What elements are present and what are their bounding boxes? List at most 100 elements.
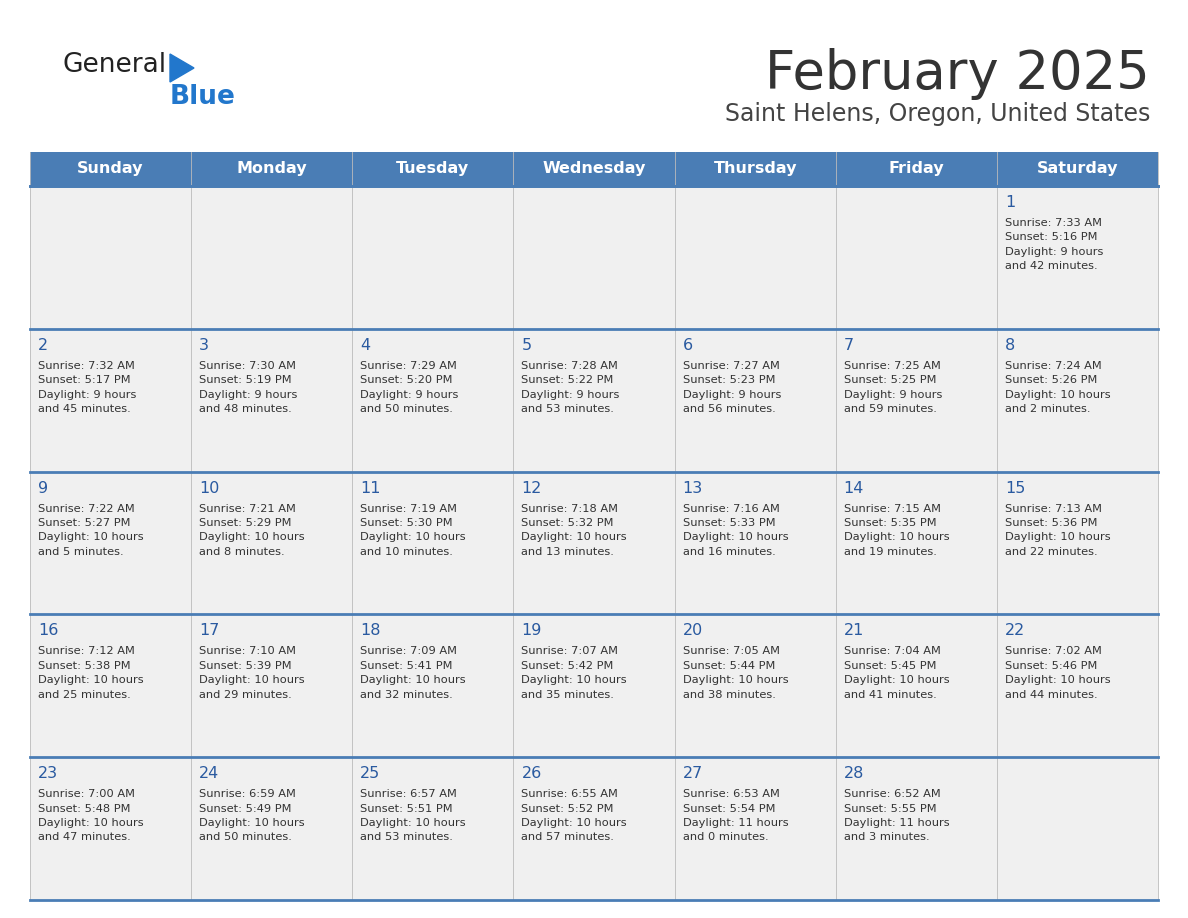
Bar	[835, 152, 997, 186]
Text: Sunrise: 7:05 AM
Sunset: 5:44 PM
Daylight: 10 hours
and 38 minutes.: Sunrise: 7:05 AM Sunset: 5:44 PM Dayligh…	[683, 646, 788, 700]
Text: Sunrise: 7:27 AM
Sunset: 5:23 PM
Daylight: 9 hours
and 56 minutes.: Sunrise: 7:27 AM Sunset: 5:23 PM Dayligh…	[683, 361, 781, 414]
Text: Saint Helens, Oregon, United States: Saint Helens, Oregon, United States	[725, 102, 1150, 126]
Bar	[997, 186, 1158, 329]
Text: Sunrise: 7:04 AM
Sunset: 5:45 PM
Daylight: 10 hours
and 41 minutes.: Sunrise: 7:04 AM Sunset: 5:45 PM Dayligh…	[843, 646, 949, 700]
Bar	[675, 152, 835, 186]
Text: 15: 15	[1005, 481, 1025, 496]
Text: 24: 24	[200, 767, 220, 781]
Text: 16: 16	[38, 623, 58, 638]
Text: Sunrise: 6:57 AM
Sunset: 5:51 PM
Daylight: 10 hours
and 53 minutes.: Sunrise: 6:57 AM Sunset: 5:51 PM Dayligh…	[360, 789, 466, 843]
Text: 27: 27	[683, 767, 703, 781]
Text: 1: 1	[1005, 195, 1015, 210]
Text: Sunrise: 7:21 AM
Sunset: 5:29 PM
Daylight: 10 hours
and 8 minutes.: Sunrise: 7:21 AM Sunset: 5:29 PM Dayligh…	[200, 504, 305, 557]
Bar	[30, 152, 191, 186]
Text: 11: 11	[360, 481, 381, 496]
Bar	[191, 329, 353, 472]
Bar	[30, 472, 191, 614]
Text: 4: 4	[360, 338, 371, 353]
Bar	[353, 757, 513, 900]
Text: Thursday: Thursday	[713, 162, 797, 176]
Polygon shape	[170, 54, 194, 82]
Text: Sunrise: 7:30 AM
Sunset: 5:19 PM
Daylight: 9 hours
and 48 minutes.: Sunrise: 7:30 AM Sunset: 5:19 PM Dayligh…	[200, 361, 297, 414]
Bar	[353, 152, 513, 186]
Text: General: General	[62, 52, 166, 78]
Text: Sunrise: 7:33 AM
Sunset: 5:16 PM
Daylight: 9 hours
and 42 minutes.: Sunrise: 7:33 AM Sunset: 5:16 PM Dayligh…	[1005, 218, 1104, 271]
Text: 14: 14	[843, 481, 864, 496]
Bar	[30, 614, 191, 757]
Text: 3: 3	[200, 338, 209, 353]
Text: Monday: Monday	[236, 162, 307, 176]
Bar	[513, 472, 675, 614]
Bar	[675, 757, 835, 900]
Bar	[353, 186, 513, 329]
Text: Sunrise: 7:16 AM
Sunset: 5:33 PM
Daylight: 10 hours
and 16 minutes.: Sunrise: 7:16 AM Sunset: 5:33 PM Dayligh…	[683, 504, 788, 557]
Text: Sunrise: 7:25 AM
Sunset: 5:25 PM
Daylight: 9 hours
and 59 minutes.: Sunrise: 7:25 AM Sunset: 5:25 PM Dayligh…	[843, 361, 942, 414]
Text: Sunrise: 7:13 AM
Sunset: 5:36 PM
Daylight: 10 hours
and 22 minutes.: Sunrise: 7:13 AM Sunset: 5:36 PM Dayligh…	[1005, 504, 1111, 557]
Text: 9: 9	[38, 481, 49, 496]
Bar	[30, 757, 191, 900]
Bar	[513, 757, 675, 900]
Text: 22: 22	[1005, 623, 1025, 638]
Text: Sunrise: 7:10 AM
Sunset: 5:39 PM
Daylight: 10 hours
and 29 minutes.: Sunrise: 7:10 AM Sunset: 5:39 PM Dayligh…	[200, 646, 305, 700]
Text: Sunrise: 7:32 AM
Sunset: 5:17 PM
Daylight: 9 hours
and 45 minutes.: Sunrise: 7:32 AM Sunset: 5:17 PM Dayligh…	[38, 361, 137, 414]
Bar	[191, 152, 353, 186]
Bar	[997, 757, 1158, 900]
Bar	[191, 472, 353, 614]
Bar	[675, 329, 835, 472]
Text: 7: 7	[843, 338, 854, 353]
Bar	[835, 186, 997, 329]
Bar	[675, 614, 835, 757]
Text: Sunrise: 6:53 AM
Sunset: 5:54 PM
Daylight: 11 hours
and 0 minutes.: Sunrise: 6:53 AM Sunset: 5:54 PM Dayligh…	[683, 789, 788, 843]
Text: Sunrise: 7:18 AM
Sunset: 5:32 PM
Daylight: 10 hours
and 13 minutes.: Sunrise: 7:18 AM Sunset: 5:32 PM Dayligh…	[522, 504, 627, 557]
Bar	[513, 186, 675, 329]
Bar	[513, 614, 675, 757]
Bar	[997, 329, 1158, 472]
Text: 2: 2	[38, 338, 49, 353]
Text: 6: 6	[683, 338, 693, 353]
Text: Sunrise: 7:02 AM
Sunset: 5:46 PM
Daylight: 10 hours
and 44 minutes.: Sunrise: 7:02 AM Sunset: 5:46 PM Dayligh…	[1005, 646, 1111, 700]
Bar	[353, 614, 513, 757]
Text: Friday: Friday	[889, 162, 944, 176]
Bar	[191, 757, 353, 900]
Bar	[835, 757, 997, 900]
Bar	[835, 329, 997, 472]
Bar	[191, 186, 353, 329]
Text: 19: 19	[522, 623, 542, 638]
Text: Sunrise: 7:07 AM
Sunset: 5:42 PM
Daylight: 10 hours
and 35 minutes.: Sunrise: 7:07 AM Sunset: 5:42 PM Dayligh…	[522, 646, 627, 700]
Bar	[835, 614, 997, 757]
Text: 18: 18	[360, 623, 381, 638]
Bar	[30, 329, 191, 472]
Bar	[675, 472, 835, 614]
Bar	[353, 472, 513, 614]
Text: Sunrise: 7:28 AM
Sunset: 5:22 PM
Daylight: 9 hours
and 53 minutes.: Sunrise: 7:28 AM Sunset: 5:22 PM Dayligh…	[522, 361, 620, 414]
Text: Sunday: Sunday	[77, 162, 144, 176]
Bar	[191, 614, 353, 757]
Text: Sunrise: 6:55 AM
Sunset: 5:52 PM
Daylight: 10 hours
and 57 minutes.: Sunrise: 6:55 AM Sunset: 5:52 PM Dayligh…	[522, 789, 627, 843]
Text: Sunrise: 7:22 AM
Sunset: 5:27 PM
Daylight: 10 hours
and 5 minutes.: Sunrise: 7:22 AM Sunset: 5:27 PM Dayligh…	[38, 504, 144, 557]
Text: 10: 10	[200, 481, 220, 496]
Text: Sunrise: 7:09 AM
Sunset: 5:41 PM
Daylight: 10 hours
and 32 minutes.: Sunrise: 7:09 AM Sunset: 5:41 PM Dayligh…	[360, 646, 466, 700]
Text: 8: 8	[1005, 338, 1015, 353]
Bar	[997, 152, 1158, 186]
Bar	[353, 329, 513, 472]
Text: February 2025: February 2025	[765, 48, 1150, 100]
Text: Sunrise: 7:24 AM
Sunset: 5:26 PM
Daylight: 10 hours
and 2 minutes.: Sunrise: 7:24 AM Sunset: 5:26 PM Dayligh…	[1005, 361, 1111, 414]
Text: 5: 5	[522, 338, 531, 353]
Text: 20: 20	[683, 623, 703, 638]
Text: Sunrise: 7:19 AM
Sunset: 5:30 PM
Daylight: 10 hours
and 10 minutes.: Sunrise: 7:19 AM Sunset: 5:30 PM Dayligh…	[360, 504, 466, 557]
Text: Sunrise: 6:52 AM
Sunset: 5:55 PM
Daylight: 11 hours
and 3 minutes.: Sunrise: 6:52 AM Sunset: 5:55 PM Dayligh…	[843, 789, 949, 843]
Bar	[997, 472, 1158, 614]
Text: Tuesday: Tuesday	[397, 162, 469, 176]
Text: Sunrise: 7:12 AM
Sunset: 5:38 PM
Daylight: 10 hours
and 25 minutes.: Sunrise: 7:12 AM Sunset: 5:38 PM Dayligh…	[38, 646, 144, 700]
Text: 28: 28	[843, 767, 864, 781]
Bar	[30, 186, 191, 329]
Bar	[675, 186, 835, 329]
Bar	[835, 472, 997, 614]
Text: 21: 21	[843, 623, 864, 638]
Text: Saturday: Saturday	[1037, 162, 1118, 176]
Text: 25: 25	[360, 767, 380, 781]
Text: 17: 17	[200, 623, 220, 638]
Text: 13: 13	[683, 481, 703, 496]
Text: Blue: Blue	[170, 84, 236, 110]
Text: Sunrise: 6:59 AM
Sunset: 5:49 PM
Daylight: 10 hours
and 50 minutes.: Sunrise: 6:59 AM Sunset: 5:49 PM Dayligh…	[200, 789, 305, 843]
